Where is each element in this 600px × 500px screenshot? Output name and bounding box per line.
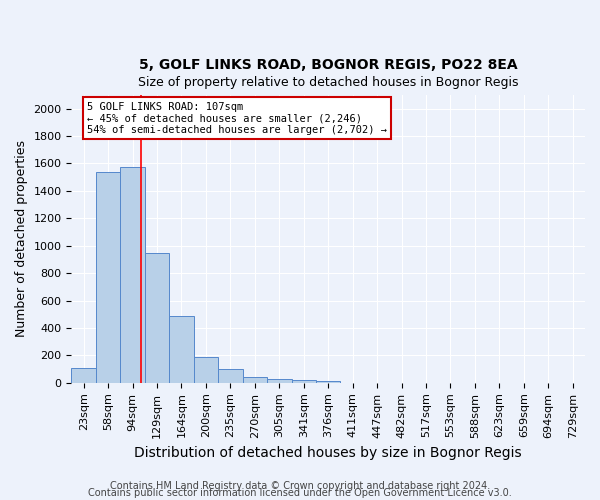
Text: Contains public sector information licensed under the Open Government Licence v3: Contains public sector information licen… bbox=[88, 488, 512, 498]
Bar bbox=[121, 168, 145, 383]
X-axis label: Distribution of detached houses by size in Bognor Regis: Distribution of detached houses by size … bbox=[134, 446, 522, 460]
Bar bbox=[96, 172, 121, 383]
Bar bbox=[145, 252, 169, 383]
Bar bbox=[218, 369, 242, 383]
Bar bbox=[71, 368, 96, 383]
Text: Contains HM Land Registry data © Crown copyright and database right 2024.: Contains HM Land Registry data © Crown c… bbox=[110, 481, 490, 491]
Bar bbox=[316, 381, 340, 383]
Bar bbox=[194, 357, 218, 383]
Bar bbox=[169, 316, 194, 383]
Bar bbox=[267, 380, 292, 383]
Text: 5 GOLF LINKS ROAD: 107sqm
← 45% of detached houses are smaller (2,246)
54% of se: 5 GOLF LINKS ROAD: 107sqm ← 45% of detac… bbox=[87, 102, 387, 135]
Text: 5, GOLF LINKS ROAD, BOGNOR REGIS, PO22 8EA: 5, GOLF LINKS ROAD, BOGNOR REGIS, PO22 8… bbox=[139, 58, 518, 72]
Bar bbox=[292, 380, 316, 383]
Text: Size of property relative to detached houses in Bognor Regis: Size of property relative to detached ho… bbox=[138, 76, 518, 89]
Y-axis label: Number of detached properties: Number of detached properties bbox=[15, 140, 28, 338]
Bar bbox=[242, 376, 267, 383]
